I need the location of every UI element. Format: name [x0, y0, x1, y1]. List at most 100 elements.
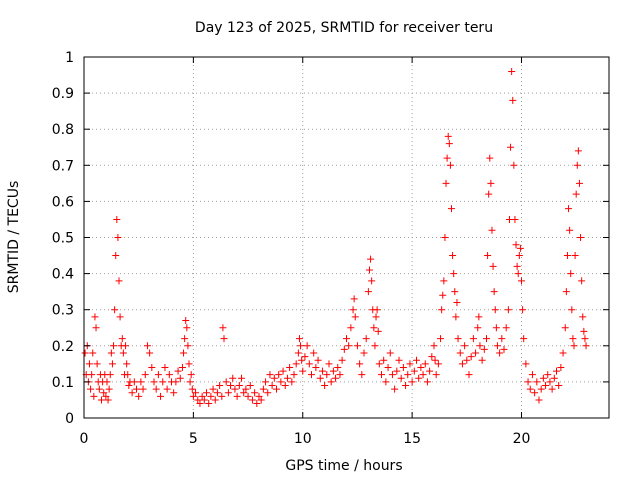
data-point — [367, 255, 375, 263]
data-point — [542, 382, 550, 390]
data-point — [198, 392, 206, 400]
data-point — [91, 313, 99, 321]
data-point — [106, 371, 114, 379]
data-point — [368, 277, 376, 285]
data-point — [458, 360, 466, 368]
data-point — [399, 363, 407, 371]
data-point — [514, 270, 522, 278]
data-point — [108, 360, 116, 368]
data-point — [445, 140, 453, 148]
data-point — [431, 356, 439, 364]
data-point — [251, 389, 259, 397]
data-point — [516, 244, 524, 252]
data-point — [264, 389, 272, 397]
data-point — [334, 363, 342, 371]
data-point — [522, 360, 530, 368]
data-point — [493, 342, 501, 350]
data-point — [452, 313, 460, 321]
data-point — [580, 327, 588, 335]
data-point — [569, 335, 577, 343]
data-point — [105, 385, 113, 393]
data-point — [382, 378, 390, 386]
data-point — [395, 356, 403, 364]
data-point — [397, 374, 405, 382]
data-point — [128, 389, 136, 397]
data-point — [81, 349, 89, 357]
data-point — [528, 371, 536, 379]
y-axis-label: SRMTID / TECUs — [6, 181, 22, 294]
data-point — [107, 349, 115, 357]
data-point — [112, 252, 120, 260]
data-point — [181, 335, 189, 343]
data-point — [553, 367, 560, 375]
data-point — [408, 378, 416, 386]
data-point — [456, 349, 464, 357]
plot-area-frame — [83, 56, 610, 419]
data-point — [443, 154, 451, 162]
data-point — [224, 389, 232, 397]
data-point — [178, 363, 186, 371]
data-point — [188, 385, 196, 393]
data-point — [415, 374, 423, 382]
data-point — [426, 367, 434, 375]
data-point — [294, 349, 302, 357]
data-point — [511, 215, 519, 223]
data-point — [119, 349, 127, 357]
data-point — [130, 378, 138, 386]
data-point — [450, 270, 458, 278]
data-point — [404, 371, 412, 379]
data-point — [196, 400, 204, 408]
data-point — [550, 374, 558, 382]
data-point — [170, 389, 178, 397]
data-point — [421, 360, 429, 368]
data-point — [448, 205, 455, 213]
data-point — [141, 371, 149, 379]
data-point — [451, 288, 459, 296]
data-point — [148, 363, 156, 371]
data-point — [577, 234, 585, 241]
data-point — [578, 277, 586, 285]
y-tick-label: 0.6 — [52, 194, 74, 210]
data-point — [384, 363, 392, 371]
data-point — [281, 382, 289, 390]
data-point — [370, 324, 378, 332]
data-point — [219, 324, 227, 332]
data-point — [487, 179, 495, 187]
data-point — [469, 335, 477, 343]
data-point — [386, 349, 394, 357]
data-point — [513, 262, 521, 270]
data-point — [235, 382, 243, 390]
data-point — [165, 371, 173, 379]
x-tick-label: 20 — [513, 431, 531, 447]
data-point — [484, 252, 492, 260]
data-point — [347, 324, 355, 332]
data-point — [502, 324, 510, 332]
data-point — [446, 161, 454, 169]
data-point — [90, 392, 98, 400]
data-point — [434, 360, 442, 368]
data-point — [375, 360, 383, 368]
data-point — [520, 335, 528, 343]
data-point — [114, 234, 122, 241]
data-point — [483, 335, 490, 343]
y-tick-label: 0.1 — [52, 375, 74, 391]
data-point — [509, 96, 517, 104]
data-point — [238, 374, 245, 382]
data-point — [310, 349, 318, 357]
data-point — [410, 367, 418, 375]
data-point — [504, 306, 512, 314]
data-point — [161, 363, 169, 371]
data-point — [336, 371, 344, 379]
data-point — [432, 371, 440, 379]
data-point — [95, 385, 103, 393]
data-point — [492, 324, 500, 332]
data-point — [299, 367, 307, 375]
data-point — [325, 360, 333, 368]
data-point — [186, 378, 194, 386]
data-point — [568, 306, 576, 314]
data-point — [438, 306, 446, 314]
data-point — [500, 345, 508, 353]
data-point — [255, 392, 263, 400]
data-point — [441, 234, 449, 241]
data-point — [154, 371, 162, 379]
